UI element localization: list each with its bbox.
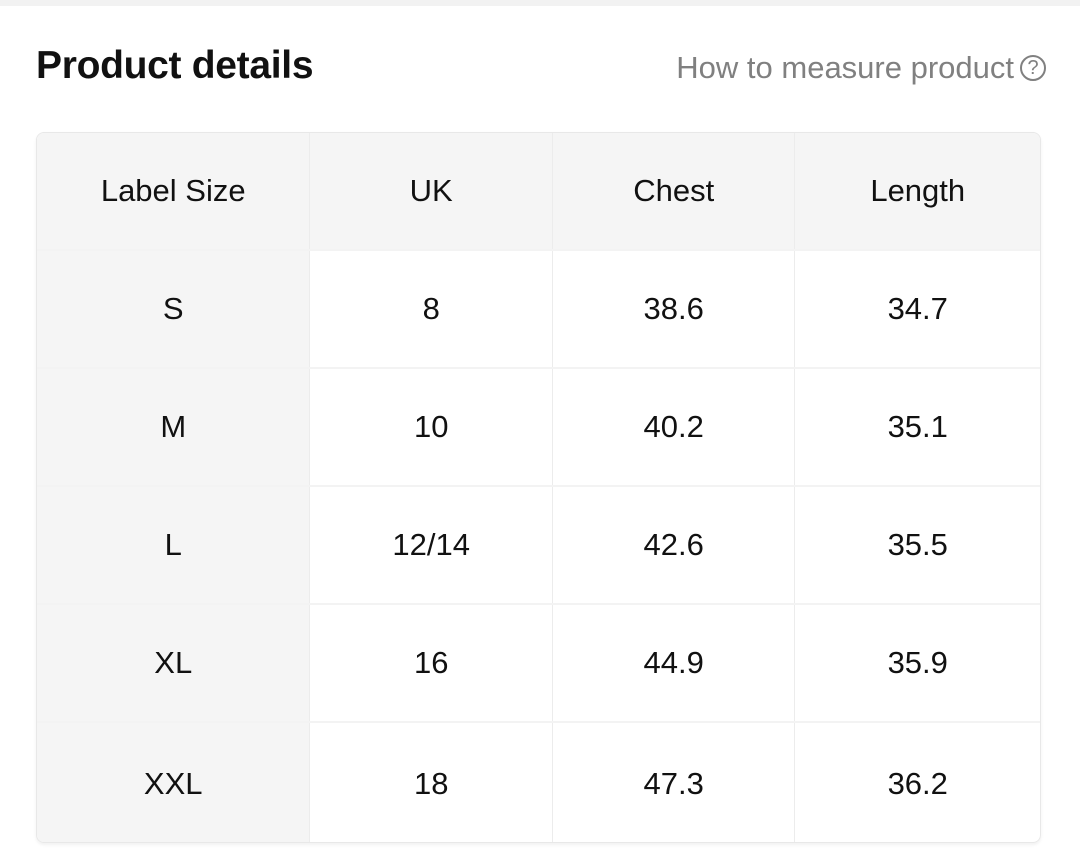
table-row: S 8 38.6 34.7 [37,251,1040,369]
column-header: Label Size [37,133,311,249]
table-cell: 42.6 [553,487,796,603]
how-to-measure-label: How to measure product [676,50,1014,85]
table-row: L 12/14 42.6 35.5 [37,487,1040,605]
table-cell: L [37,487,311,603]
table-cell: S [37,251,311,367]
size-table: Label Size UK Chest Length S 8 38.6 34.7 M 10… [36,132,1041,843]
page-title: Product details [36,44,314,87]
top-divider [0,0,1080,6]
table-cell: 34.7 [887,291,948,326]
question-circle-icon: ? [1020,55,1046,81]
table-cell: 35.9 [887,645,948,680]
column-header: Length [795,133,1040,249]
table-cell: 40.2 [553,369,796,485]
table-cell: M [37,369,311,485]
table-cell: 47.3 [553,723,796,842]
table-cell: 38.6 [553,251,796,367]
column-header: UK [310,133,553,249]
table-cell: 35.5 [887,527,948,562]
table-header-row: Label Size UK Chest Length [37,133,1040,251]
table-cell: 35.1 [887,409,948,444]
column-header: Chest [552,133,796,249]
table-cell: XXL [37,723,311,842]
table-cell: 44.9 [553,605,796,721]
table-cell: XL [37,605,311,721]
table-row: M 10 40.2 35.1 [37,369,1040,487]
table-cell: 8 [310,251,553,367]
table-row: XXL 18 47.3 36.2 [37,723,1040,842]
table-cell: 16 [310,605,553,721]
table-cell: 36.2 [887,765,948,801]
table-cell: 12/14 [310,487,553,603]
table-row: XL 16 44.9 35.9 [37,605,1040,723]
table-cell: 10 [310,369,553,485]
table-cell: 18 [310,723,553,842]
how-to-measure-link[interactable]: How to measure product ? [676,50,1046,86]
